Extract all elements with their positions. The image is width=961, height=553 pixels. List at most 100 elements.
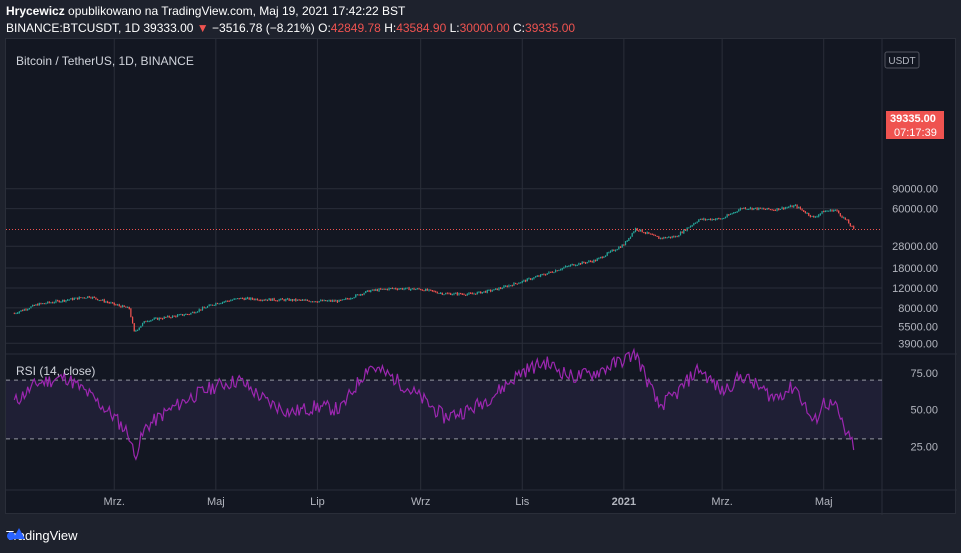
candle-body — [220, 303, 222, 305]
currency-label: USDT — [888, 56, 915, 67]
candle-body — [746, 208, 748, 210]
candle-body — [330, 300, 332, 302]
candle-body — [653, 234, 655, 236]
candle-body — [52, 302, 54, 304]
candle-body — [50, 302, 52, 304]
candle-body — [836, 209, 838, 211]
candle-body — [413, 288, 415, 290]
candle-body — [729, 213, 732, 215]
candle-body — [37, 304, 39, 306]
candle-body — [656, 235, 658, 237]
candle-body — [310, 301, 312, 303]
candle-body — [741, 208, 743, 210]
chart-panel[interactable]: 3900.00 5500.00 8000.00 12000.00 18000.00 280… — [5, 38, 957, 515]
candle-body — [668, 236, 670, 238]
candle-body — [505, 285, 507, 287]
candle-body — [788, 206, 790, 208]
candle-body — [450, 293, 452, 295]
candle-body — [816, 216, 818, 218]
candle-body — [423, 290, 425, 292]
rsi-title: RSI (14, close) — [16, 364, 95, 378]
candle-body — [561, 268, 563, 270]
candle-body — [591, 261, 593, 263]
candle-body — [433, 290, 435, 292]
candle-body — [493, 289, 495, 291]
candle-body — [576, 264, 578, 266]
candle-body — [43, 303, 45, 305]
candle-body — [831, 209, 833, 212]
candle-body — [53, 302, 55, 304]
candle-body — [456, 292, 458, 295]
candle-body — [475, 293, 477, 295]
candle-body — [296, 299, 299, 301]
candle-body — [386, 288, 388, 290]
candle-body — [781, 207, 783, 210]
candle-body — [458, 293, 460, 295]
candle-body — [323, 300, 325, 302]
candle-body — [485, 291, 487, 293]
price-tag-value: 39335.00 — [890, 113, 936, 125]
candle-body — [539, 274, 542, 277]
candle-body — [113, 302, 115, 305]
candle-body — [541, 274, 543, 276]
candle-body — [724, 217, 727, 219]
candle-body — [604, 255, 607, 257]
candle-body — [723, 218, 725, 220]
candle-body — [33, 305, 35, 307]
candle-body — [533, 277, 535, 279]
candle-body — [461, 293, 463, 295]
candle-body — [100, 300, 102, 302]
candle-body — [453, 293, 455, 295]
candle-body — [846, 219, 848, 221]
candle-body — [395, 288, 397, 290]
candle-body — [618, 247, 620, 250]
candle-body — [161, 318, 164, 320]
candle-body — [849, 223, 851, 226]
candle-body — [796, 204, 798, 208]
candle-body — [406, 287, 408, 289]
candle-body — [693, 223, 695, 226]
candle-body — [584, 262, 587, 264]
chart-canvas[interactable]: 3900.00 5500.00 8000.00 12000.00 18000.00 280… — [6, 39, 957, 515]
candle-body — [768, 207, 770, 210]
candle-body — [188, 314, 190, 316]
candle-body — [495, 288, 497, 290]
candle-body — [410, 288, 412, 291]
price-tick-label: 8000.00 — [898, 303, 938, 315]
candle-body — [669, 236, 672, 238]
candle-body — [779, 209, 782, 211]
candle-body — [350, 298, 352, 300]
candle-body — [92, 296, 94, 299]
candle-body — [121, 305, 124, 308]
candle-body — [684, 229, 687, 231]
candle-body — [155, 317, 157, 319]
candle-body — [544, 274, 547, 276]
candle-body — [55, 300, 57, 303]
candle-body — [103, 299, 105, 303]
candle-body — [205, 307, 207, 309]
candle-body — [78, 297, 80, 300]
candle-body — [241, 297, 244, 299]
candle-body — [771, 209, 773, 211]
candle-body — [614, 250, 617, 252]
author-name[interactable]: Hrycewicz — [6, 4, 65, 18]
candle-body — [126, 306, 129, 308]
candle-body — [105, 301, 107, 303]
candle-body — [559, 269, 562, 271]
candle-body — [396, 288, 398, 290]
candle-body — [706, 219, 708, 221]
rsi-series-line — [13, 347, 855, 461]
candle-body — [599, 256, 602, 258]
candle-body — [13, 313, 15, 315]
candle-body — [758, 207, 760, 210]
candle-body — [225, 300, 227, 302]
candle-body — [125, 306, 127, 308]
candle-body — [513, 282, 515, 286]
candle-body — [573, 264, 575, 266]
candle-body — [549, 271, 552, 273]
candle-body — [436, 292, 438, 294]
candle-body — [231, 299, 234, 301]
tradingview-logo-icon[interactable] — [6, 525, 28, 541]
candle-body — [848, 220, 850, 224]
candle-body — [173, 315, 175, 317]
